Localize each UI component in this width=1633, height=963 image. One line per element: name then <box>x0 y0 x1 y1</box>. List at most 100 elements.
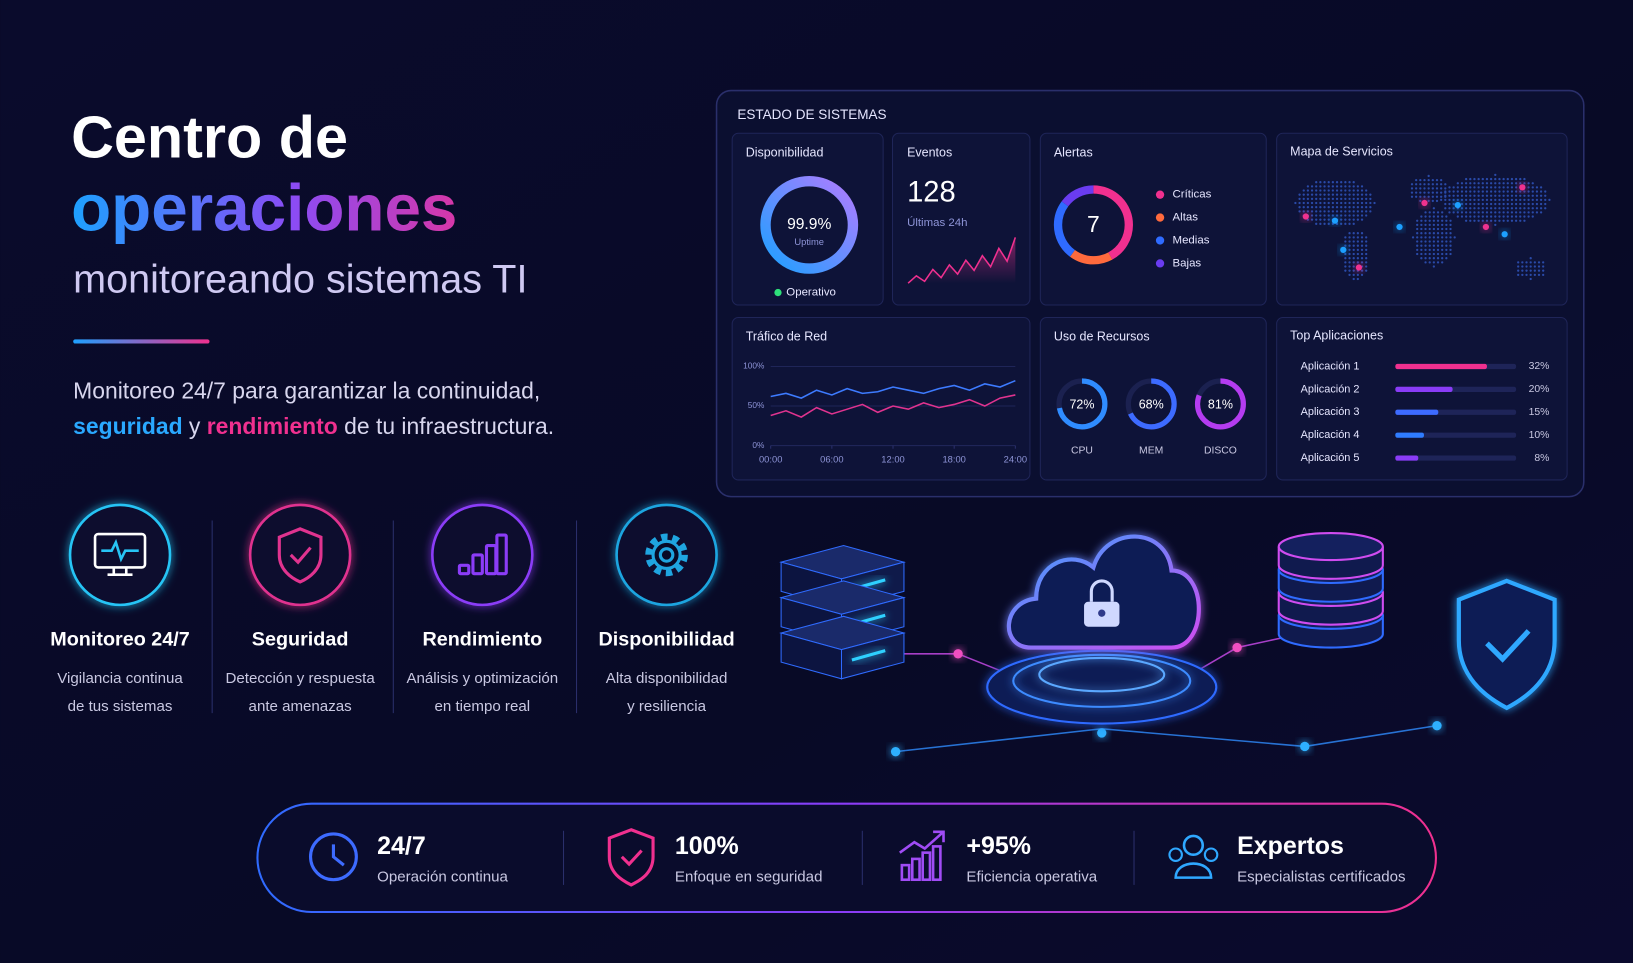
map-dot <box>1498 198 1501 202</box>
map-dot <box>1445 244 1448 247</box>
map-dot <box>1489 202 1493 206</box>
map-dot <box>1502 186 1505 189</box>
map-dot <box>1335 189 1339 192</box>
map-dot <box>1435 199 1439 203</box>
map-dot <box>1473 182 1476 185</box>
map-dot <box>1521 269 1524 272</box>
map-dot <box>1464 211 1468 214</box>
stat-value: 24/7 <box>377 832 426 860</box>
map-dot <box>1352 265 1355 268</box>
map-dot <box>1519 202 1522 206</box>
map-dot <box>1348 197 1351 200</box>
map-dot <box>1360 197 1364 200</box>
map-dot <box>1420 219 1423 222</box>
app-track <box>1395 432 1517 438</box>
map-dot <box>1424 240 1427 243</box>
map-dot <box>1449 244 1452 247</box>
map-dot <box>1527 186 1530 189</box>
map-dot <box>1448 202 1451 206</box>
map-dot <box>1444 187 1447 190</box>
map-dot <box>1464 182 1468 185</box>
map-dot <box>1473 207 1476 210</box>
app-track <box>1395 455 1517 461</box>
traffic-line <box>770 394 1016 418</box>
map-dot <box>1432 265 1436 268</box>
map-dot <box>1485 202 1489 206</box>
map-dot <box>1441 227 1444 231</box>
map-dot <box>1360 269 1364 272</box>
map-dot <box>1510 207 1514 210</box>
map-dot <box>1469 215 1472 218</box>
map-dot <box>1348 181 1351 184</box>
map-dot <box>1323 185 1326 188</box>
map-dot <box>1544 194 1547 197</box>
map-dot <box>1535 198 1539 202</box>
map-dot <box>1485 194 1489 197</box>
map-dot <box>1415 183 1418 186</box>
map-dot <box>1525 261 1528 264</box>
map-dot <box>1506 198 1509 202</box>
map-dot <box>1365 236 1368 239</box>
map-dot <box>1431 183 1434 186</box>
map-dot <box>1365 265 1368 268</box>
map-dot <box>1525 265 1528 268</box>
map-dot <box>1432 207 1436 210</box>
map-dot <box>1498 202 1501 206</box>
map-dot <box>1460 207 1464 210</box>
map-dot <box>1306 185 1310 188</box>
map-dot <box>1506 190 1509 193</box>
map-dot <box>1519 198 1522 202</box>
map-dot <box>1310 185 1314 188</box>
map-dot <box>1340 181 1343 184</box>
divider <box>73 339 210 344</box>
icon <box>900 863 911 882</box>
map-dot <box>1340 218 1343 221</box>
map-dot <box>1319 214 1322 217</box>
map-dot <box>1445 227 1448 231</box>
map-dot <box>1529 273 1532 276</box>
map-dot <box>1420 232 1423 235</box>
icon <box>910 857 921 882</box>
legend-dot <box>1155 259 1165 268</box>
platform <box>1038 656 1166 693</box>
map-dot <box>1539 194 1543 197</box>
map-dot <box>1348 269 1351 272</box>
map-dot <box>1369 206 1372 209</box>
map-dot <box>1506 194 1509 197</box>
map-dot <box>1327 197 1330 200</box>
map-dot <box>1352 244 1355 247</box>
map-dot <box>1356 244 1360 247</box>
map-dot <box>1494 194 1497 197</box>
map-dot <box>1436 248 1440 252</box>
map-dot <box>1360 261 1364 264</box>
feature-desc: Análisis y optimización <box>406 670 558 687</box>
map-dot <box>1432 261 1436 264</box>
map-dot <box>1344 197 1347 200</box>
feature-desc: de tus sistemas <box>68 698 173 715</box>
map-dot <box>1531 211 1534 214</box>
map-dot <box>1519 211 1522 214</box>
map-dot <box>1460 194 1464 197</box>
icon <box>933 830 945 843</box>
map-dot <box>1535 207 1539 210</box>
map-dot <box>1485 215 1489 218</box>
map-dot <box>1360 210 1364 213</box>
map-dot <box>1535 211 1539 214</box>
map-dot <box>1428 223 1431 227</box>
map-dot <box>1523 219 1526 222</box>
map-dot <box>1327 206 1330 209</box>
map-dot <box>1419 183 1422 186</box>
map-dot <box>1340 210 1343 213</box>
map-dot <box>1441 215 1444 218</box>
stat-label: Enfoque en seguridad <box>675 869 823 886</box>
map-dot <box>1519 182 1522 185</box>
map-dot <box>1327 181 1330 184</box>
donut-segment <box>1053 185 1133 265</box>
map-dot <box>1344 269 1347 272</box>
map-dot <box>1360 244 1364 247</box>
map-dot <box>1521 273 1524 276</box>
stat: Expertos Especialistas certificados <box>1168 832 1406 886</box>
map-dot <box>1306 193 1310 196</box>
map-dot <box>1494 186 1497 189</box>
map-dot <box>1428 248 1431 252</box>
